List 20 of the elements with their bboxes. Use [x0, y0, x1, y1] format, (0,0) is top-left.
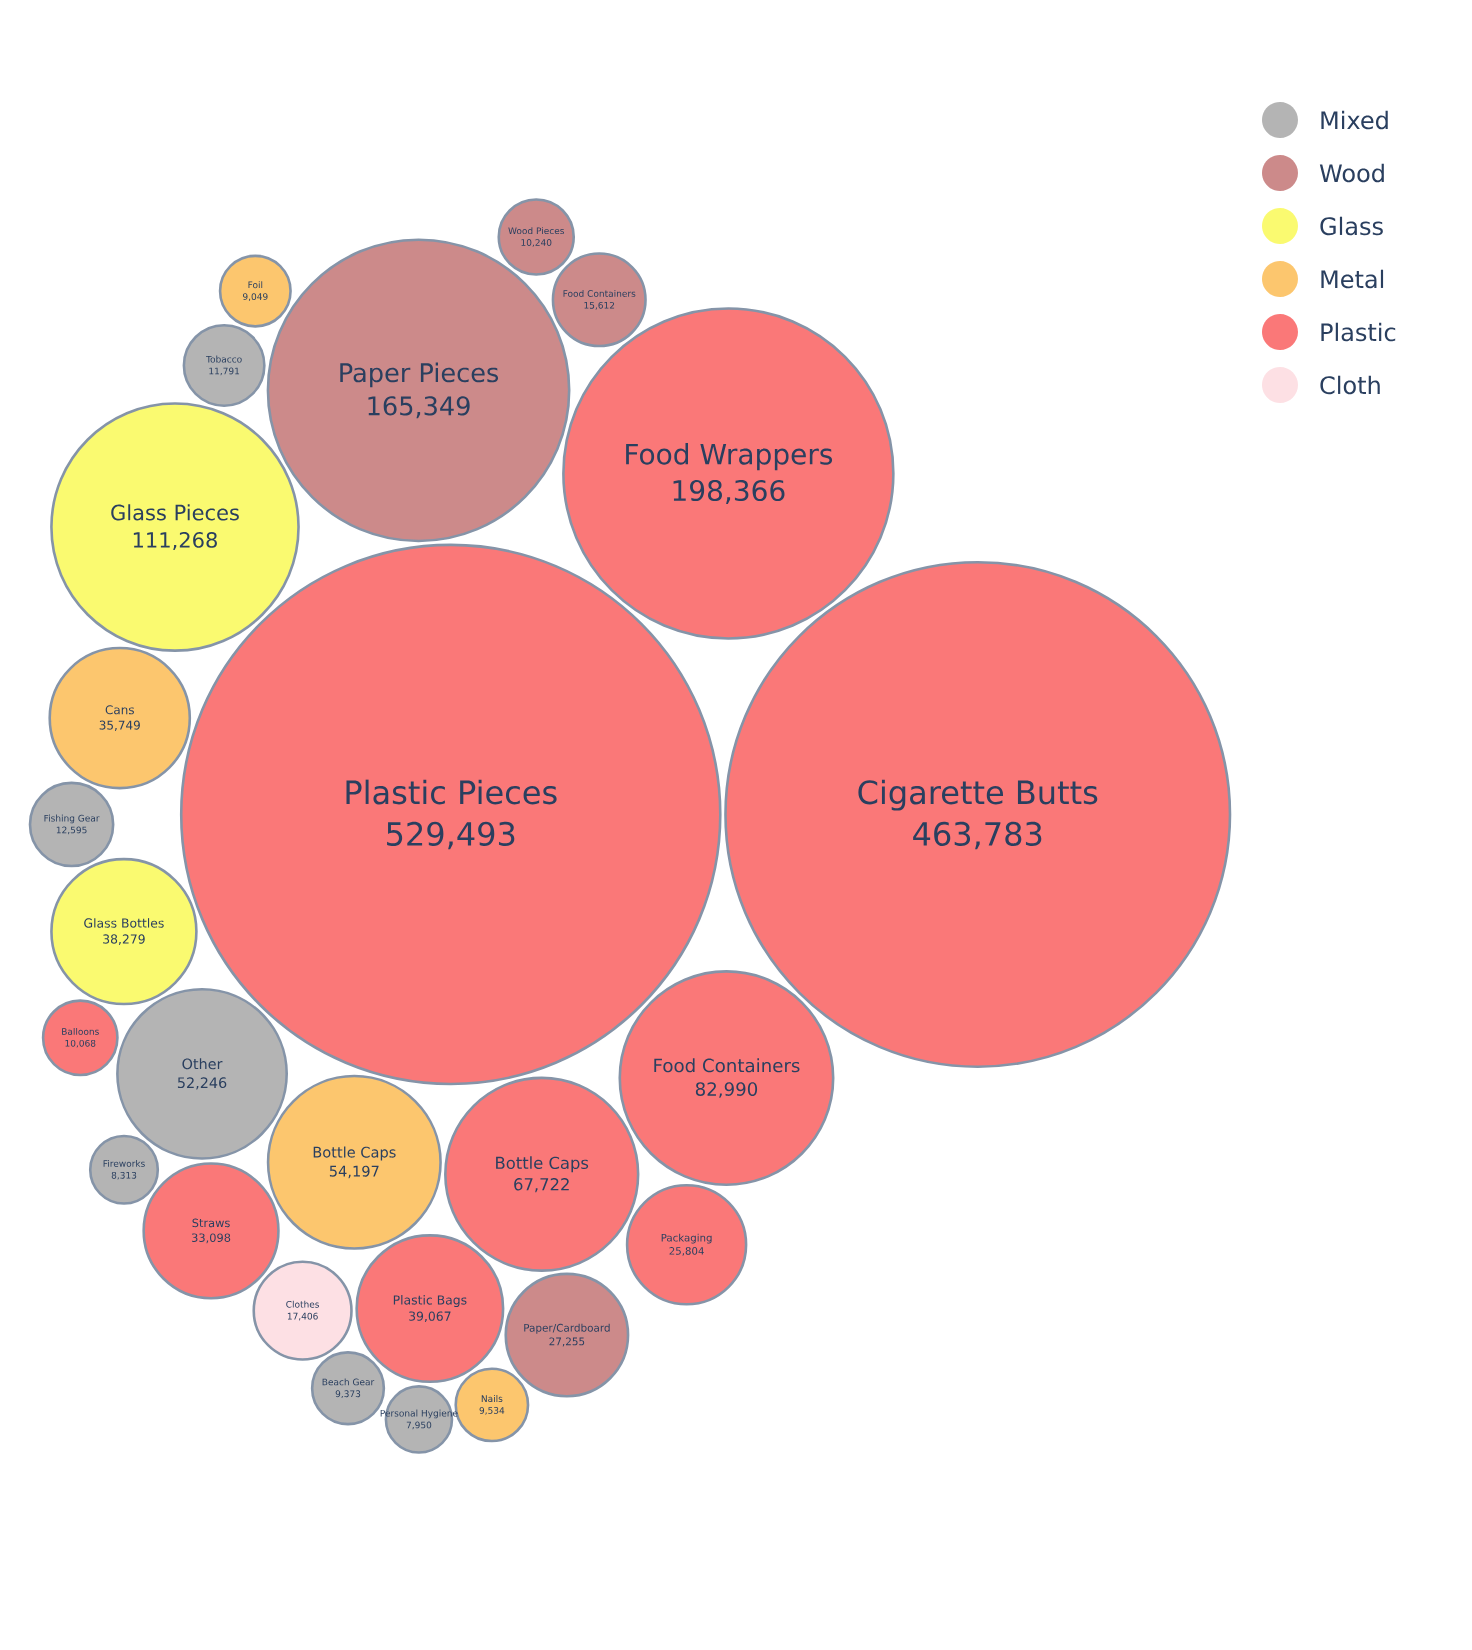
legend-label: Glass: [1320, 216, 1383, 236]
data-label: 165,349: [368, 396, 470, 419]
legend-label: Plastic: [1321, 322, 1396, 342]
data-label: 198,366: [673, 479, 785, 504]
legend-label: Wood: [1319, 163, 1384, 183]
data-label: 67,722: [514, 1178, 569, 1193]
legend-label: Cloth: [1320, 375, 1380, 395]
category-label: Cigarette Butts: [858, 779, 1098, 811]
data-label: 463,783: [913, 821, 1042, 850]
category-label: Paper Pieces: [340, 362, 499, 388]
data-label: 82,990: [695, 1082, 758, 1098]
data-label: 111,268: [133, 531, 217, 551]
category-label: Bottle Caps: [496, 1156, 589, 1173]
category-label: Food Wrappers: [626, 443, 833, 471]
category-label: Glass Pieces: [111, 504, 239, 521]
category-label: Food Containers: [654, 1058, 800, 1073]
category-label: Plastic Pieces: [346, 779, 557, 805]
data-label: 529,493: [387, 821, 515, 850]
legend-label: Mixed: [1321, 110, 1388, 130]
legend-label: Metal: [1321, 269, 1384, 289]
